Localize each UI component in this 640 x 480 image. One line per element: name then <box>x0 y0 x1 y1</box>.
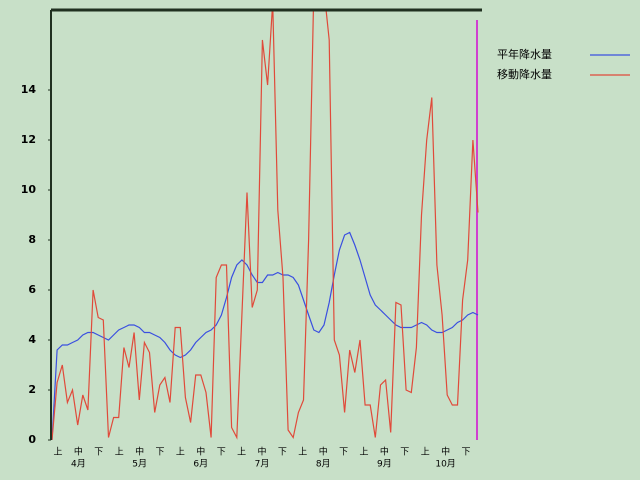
series-line <box>52 10 479 441</box>
y-tick-label: 14 <box>21 83 37 96</box>
plot-area <box>52 10 479 441</box>
x-tick-label: 中 <box>441 446 450 458</box>
month-label: 5月 <box>132 459 147 470</box>
y-tick-label: 12 <box>21 133 36 146</box>
x-tick-label: 上 <box>237 447 246 458</box>
x-tick-label: 上 <box>421 447 430 458</box>
month-label: 6月 <box>193 459 208 470</box>
y-tick-label: 8 <box>28 233 36 246</box>
month-label: 4月 <box>71 459 86 470</box>
x-tick-label: 中 <box>319 446 328 458</box>
y-tick-label: 10 <box>21 183 37 196</box>
month-label: 8月 <box>316 459 331 470</box>
x-tick-label: 下 <box>339 448 348 458</box>
legend-label: 平年降水量 <box>497 47 552 61</box>
x-tick-label: 上 <box>53 447 62 458</box>
x-tick-label: 上 <box>298 447 307 458</box>
month-label: 7月 <box>255 459 270 470</box>
y-tick-label: 6 <box>28 283 36 296</box>
x-tick-label: 中 <box>135 446 144 458</box>
x-tick-label: 上 <box>359 447 368 458</box>
y-tick-label: 2 <box>28 383 36 396</box>
y-tick-label: 4 <box>28 333 36 346</box>
x-tick-label: 下 <box>278 448 287 458</box>
x-tick-label: 下 <box>461 448 470 458</box>
x-tick-label: 下 <box>155 448 164 458</box>
x-tick-label: 中 <box>196 446 205 458</box>
month-label: 10月 <box>435 459 455 470</box>
x-tick-label: 下 <box>400 448 409 458</box>
x-tick-label: 中 <box>257 446 266 458</box>
x-tick-label: 中 <box>380 446 389 458</box>
month-label: 9月 <box>377 459 392 470</box>
x-tick-label: 上 <box>176 447 185 458</box>
y-tick-label: 0 <box>28 433 36 446</box>
series-line <box>52 231 479 441</box>
legend-label: 移動降水量 <box>497 67 552 81</box>
x-tick-label: 下 <box>217 448 226 458</box>
x-tick-label: 下 <box>94 448 103 458</box>
x-tick-label: 中 <box>74 446 83 458</box>
x-tick-label: 上 <box>115 447 124 458</box>
